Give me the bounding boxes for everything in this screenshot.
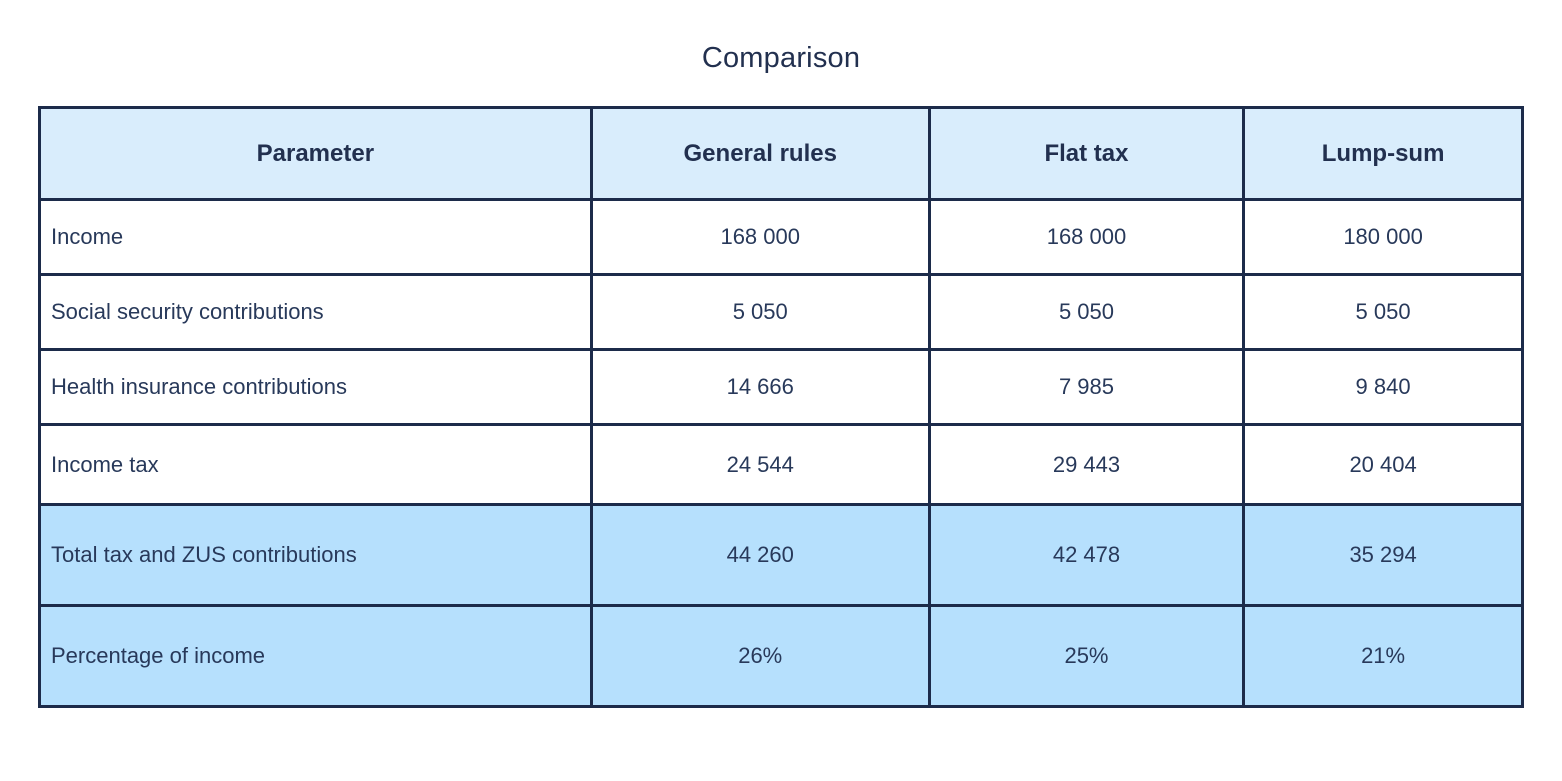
cell-lump-sum: 21% (1242, 604, 1524, 708)
cell-general-rules: 5 050 (589, 273, 931, 351)
cell-flat-tax: 25% (927, 604, 1246, 708)
cell-flat-tax: 42 478 (927, 503, 1246, 607)
comparison-table: Parameter General rules Flat tax Lump-su… (38, 106, 1524, 708)
column-header-general-rules: General rules (589, 106, 931, 201)
cell-lump-sum: 35 294 (1242, 503, 1524, 607)
page-title: Comparison (701, 42, 861, 74)
row-label: Percentage of income (38, 604, 593, 708)
table-row-income-tax: Income tax 24 544 29 443 20 404 (38, 423, 1524, 506)
column-header-parameter: Parameter (38, 106, 593, 201)
cell-lump-sum: 9 840 (1242, 348, 1524, 426)
header-row: Parameter General rules Flat tax Lump-su… (38, 106, 1524, 201)
table-row-income: Income 168 000 168 000 180 000 (38, 198, 1524, 276)
cell-flat-tax: 168 000 (927, 198, 1246, 276)
column-header-flat-tax: Flat tax (927, 106, 1246, 201)
table-row-social-security: Social security contributions 5 050 5 05… (38, 273, 1524, 351)
table-row-health-insurance: Health insurance contributions 14 666 7 … (38, 348, 1524, 426)
row-label: Social security contributions (38, 273, 593, 351)
row-label: Income tax (38, 423, 593, 506)
row-label: Income (38, 198, 593, 276)
cell-flat-tax: 7 985 (927, 348, 1246, 426)
row-label: Total tax and ZUS contributions (38, 503, 593, 607)
table-row-percentage: Percentage of income 26% 25% 21% (38, 604, 1524, 708)
cell-lump-sum: 5 050 (1242, 273, 1524, 351)
cell-general-rules: 26% (589, 604, 931, 708)
cell-general-rules: 14 666 (589, 348, 931, 426)
cell-flat-tax: 5 050 (927, 273, 1246, 351)
column-header-lump-sum: Lump-sum (1242, 106, 1524, 201)
cell-general-rules: 44 260 (589, 503, 931, 607)
cell-lump-sum: 180 000 (1242, 198, 1524, 276)
cell-flat-tax: 29 443 (927, 423, 1246, 506)
cell-general-rules: 168 000 (589, 198, 931, 276)
cell-general-rules: 24 544 (589, 423, 931, 506)
table-row-total: Total tax and ZUS contributions 44 260 4… (38, 503, 1524, 607)
cell-lump-sum: 20 404 (1242, 423, 1524, 506)
row-label: Health insurance contributions (38, 348, 593, 426)
